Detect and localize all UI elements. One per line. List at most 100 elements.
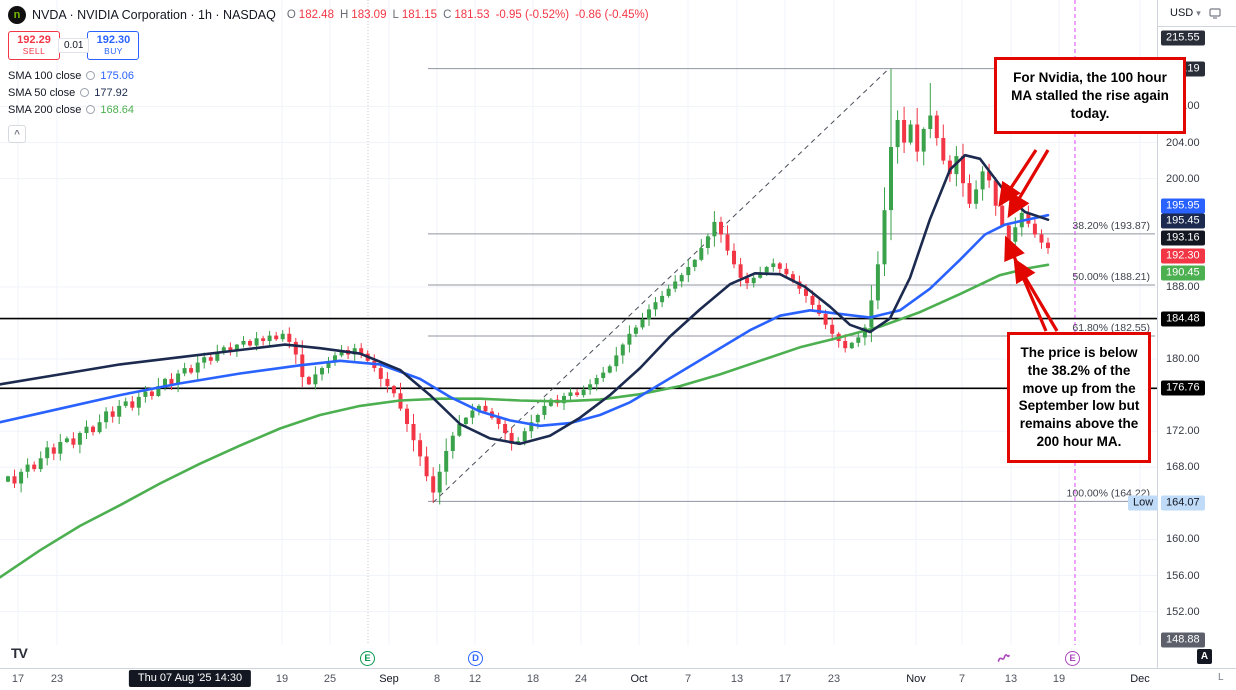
candle: [38, 458, 43, 470]
currency-label: USD: [1170, 7, 1194, 19]
candle: [535, 415, 540, 423]
candle: [496, 417, 501, 424]
indicator-row-sma200[interactable]: SMA 200 close 168.64: [8, 101, 652, 118]
candle: [136, 396, 141, 408]
candle: [117, 405, 122, 417]
time-label: 17: [11, 673, 25, 685]
candle: [248, 341, 252, 346]
candle: [182, 368, 187, 374]
price-label-193.16: 193.16: [1161, 230, 1205, 246]
candle: [378, 368, 383, 379]
candle: [241, 341, 246, 345]
annotation-note-1[interactable]: For Nvidia, the 100 hour MA stalled the …: [994, 57, 1186, 135]
candle: [784, 268, 789, 275]
candle: [993, 180, 998, 206]
price-tick: 160.00: [1166, 533, 1200, 546]
candle: [195, 362, 200, 373]
annotation-arrow[interactable]: [1004, 235, 1048, 332]
candle: [123, 401, 128, 406]
symbol-title[interactable]: NVDA · NVIDIA Corporation · 1h · NASDAQ: [32, 8, 276, 22]
candle: [692, 259, 697, 267]
annotation-arrow[interactable]: [1007, 149, 1050, 219]
candle: [856, 337, 861, 343]
time-label: 25: [323, 673, 337, 685]
candle: [1039, 234, 1044, 243]
candle: [895, 120, 900, 148]
change-value: -0.95 (-0.52%): [495, 9, 570, 21]
time-axis[interactable]: 17 23 19 25 Sep 8 12 18 24 Oct 7 13 17 23 Nov 7 13 19 Dec: [0, 668, 1236, 690]
candle: [843, 341, 848, 349]
candle: [529, 422, 534, 432]
candle: [934, 115, 939, 139]
price-label-215.55: 215.55: [1161, 30, 1205, 46]
candle: [208, 357, 213, 361]
candle: [627, 333, 632, 345]
candle: [267, 335, 272, 341]
time-label: Oct: [630, 673, 648, 685]
tradingview-logo[interactable]: TV: [11, 645, 28, 661]
candle: [961, 156, 965, 184]
candle: [647, 309, 651, 320]
candle: [738, 264, 743, 278]
timeline-event-ideas[interactable]: [996, 651, 1011, 666]
spread-value: 0.01: [58, 38, 90, 53]
annotation-arrow[interactable]: [1013, 257, 1059, 332]
price-tick: 172.00: [1166, 425, 1200, 438]
trendline[interactable]: [432, 68, 890, 503]
candle: [653, 302, 658, 310]
candle: [444, 451, 449, 472]
indicator-row-sma50[interactable]: SMA 50 close 177.92: [8, 84, 652, 101]
open-label: O: [286, 9, 296, 21]
candle: [673, 281, 678, 289]
candle: [293, 341, 298, 355]
candle: [712, 221, 717, 237]
candle: [91, 426, 95, 433]
candle: [522, 431, 527, 442]
timeline-event-dividends[interactable]: D: [468, 651, 483, 666]
high-label: H: [339, 9, 349, 21]
candle: [758, 272, 763, 278]
candle: [25, 464, 30, 472]
crosshair-time-label: Thu 07 Aug '25 14:30: [128, 670, 252, 687]
candle: [1000, 205, 1005, 226]
annotation-note-2[interactable]: The price is below the 38.2% of the move…: [1007, 332, 1151, 463]
candle: [882, 210, 887, 265]
annotation-arrow[interactable]: [998, 149, 1038, 208]
open-value: 182.48: [298, 9, 334, 21]
low-label: L: [392, 9, 399, 21]
price-chart-canvas[interactable]: 38.20% (193.87) 50.00% (188.21) 61.80% (18…: [0, 0, 1157, 668]
candle: [869, 300, 874, 328]
candle: [823, 313, 828, 325]
candle: [19, 471, 24, 484]
buy-button[interactable]: 192.30 BUY: [87, 31, 140, 60]
candle: [437, 471, 442, 493]
candle: [391, 386, 396, 394]
legend-collapse-button[interactable]: ^: [8, 125, 26, 143]
indicator-value: 177.92: [94, 86, 128, 99]
candle: [457, 424, 462, 436]
screen-icon[interactable]: [1209, 7, 1221, 19]
indicator-row-sma100[interactable]: SMA 100 close 175.06: [8, 67, 652, 84]
candle: [280, 333, 285, 340]
candle: [771, 263, 776, 267]
log-scale-toggle[interactable]: L: [1218, 672, 1224, 683]
candle: [6, 476, 10, 482]
candle: [71, 438, 76, 445]
price-label-148.88: 148.88: [1161, 632, 1205, 648]
sma-50-line[interactable]: [0, 153, 1050, 446]
timeline-event-earnings-upcoming[interactable]: E: [1065, 651, 1080, 666]
currency-selector[interactable]: USD ▾: [1157, 0, 1236, 27]
candle: [470, 410, 475, 418]
timeline-event-earnings-past[interactable]: E: [360, 651, 375, 666]
candle: [313, 374, 318, 385]
indicator-status-icon: [86, 71, 96, 80]
price-label-184.48: 184.48: [1161, 311, 1205, 327]
auto-scale-toggle[interactable]: A: [1197, 649, 1212, 664]
sell-button[interactable]: 192.29 SELL: [8, 31, 60, 60]
sma-200-line[interactable]: [0, 263, 1050, 579]
candle: [751, 277, 756, 284]
candle: [928, 115, 933, 129]
sma-100-line[interactable]: [0, 213, 1050, 428]
candle: [967, 183, 972, 204]
fib-retracement[interactable]: 38.20% (193.87) 50.00% (188.21) 61.80% (18…: [428, 68, 1155, 502]
